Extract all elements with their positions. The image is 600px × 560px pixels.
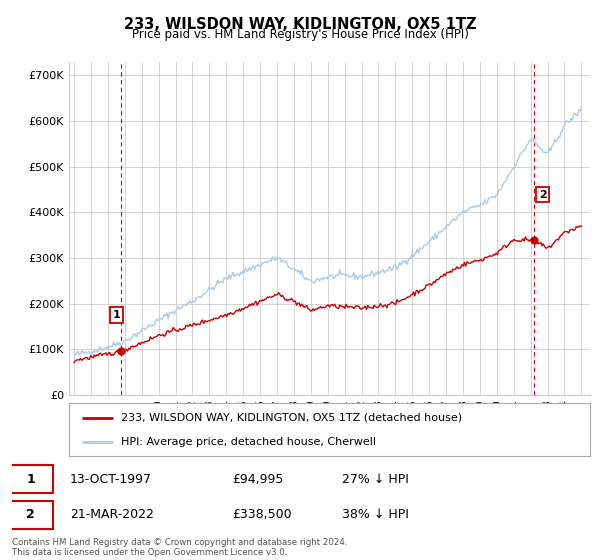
Text: 2: 2: [26, 508, 35, 521]
Text: 2: 2: [539, 190, 547, 200]
Text: 13-OCT-1997: 13-OCT-1997: [70, 473, 152, 486]
Text: Contains HM Land Registry data © Crown copyright and database right 2024.
This d: Contains HM Land Registry data © Crown c…: [12, 538, 347, 557]
Text: 21-MAR-2022: 21-MAR-2022: [70, 508, 154, 521]
Text: 1: 1: [112, 310, 120, 320]
Text: £338,500: £338,500: [232, 508, 292, 521]
Text: HPI: Average price, detached house, Cherwell: HPI: Average price, detached house, Cher…: [121, 437, 376, 447]
Text: 38% ↓ HPI: 38% ↓ HPI: [342, 508, 409, 521]
Text: 233, WILSDON WAY, KIDLINGTON, OX5 1TZ: 233, WILSDON WAY, KIDLINGTON, OX5 1TZ: [124, 17, 476, 32]
Text: Price paid vs. HM Land Registry's House Price Index (HPI): Price paid vs. HM Land Registry's House …: [131, 28, 469, 41]
Text: 1: 1: [26, 473, 35, 486]
FancyBboxPatch shape: [9, 465, 53, 493]
Text: 27% ↓ HPI: 27% ↓ HPI: [342, 473, 409, 486]
FancyBboxPatch shape: [9, 501, 53, 529]
Text: 233, WILSDON WAY, KIDLINGTON, OX5 1TZ (detached house): 233, WILSDON WAY, KIDLINGTON, OX5 1TZ (d…: [121, 413, 462, 423]
Text: £94,995: £94,995: [232, 473, 283, 486]
